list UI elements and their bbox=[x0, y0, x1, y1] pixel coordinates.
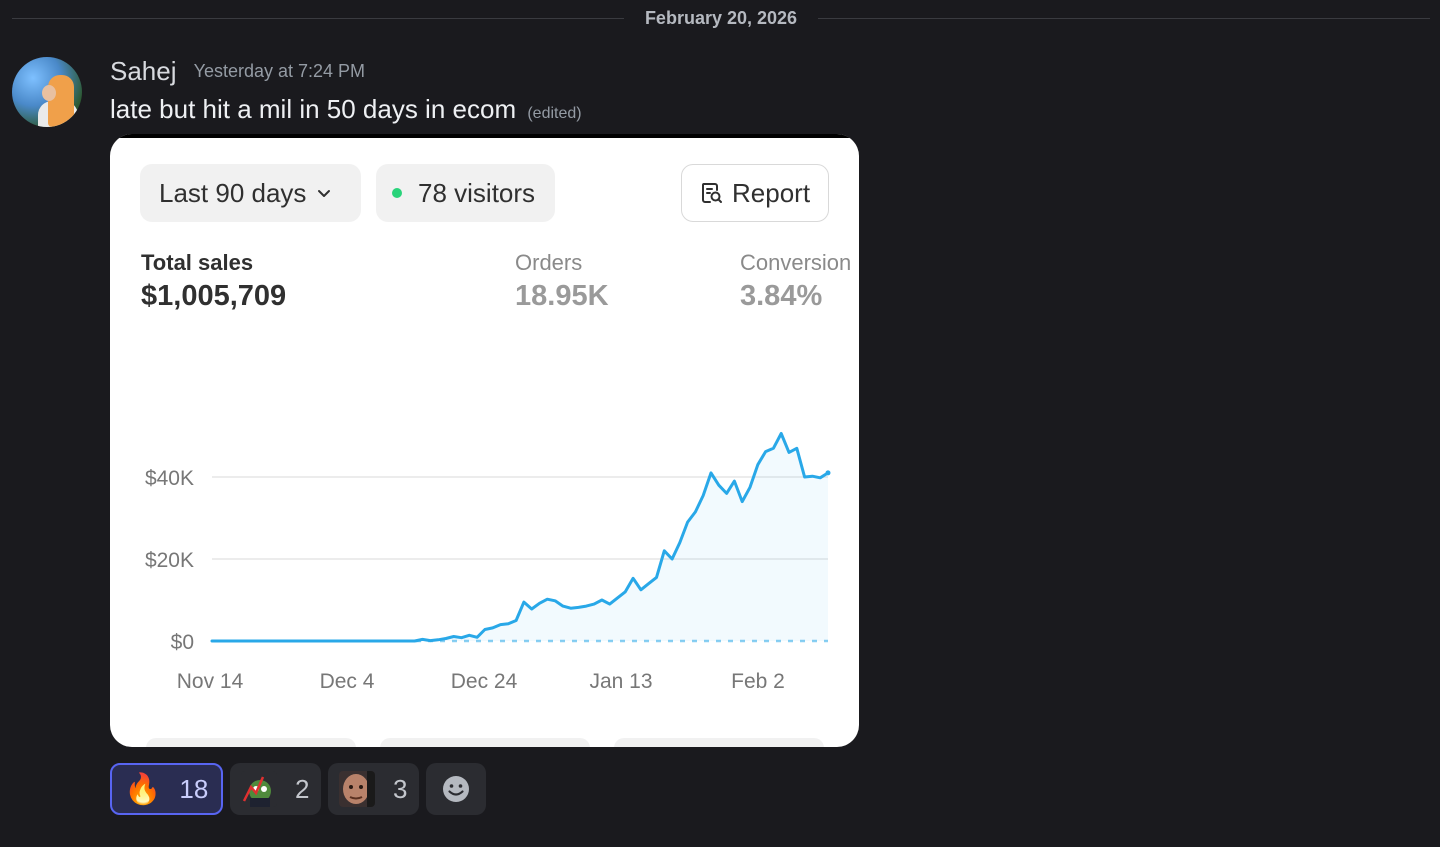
y-tick-label: $0 bbox=[171, 631, 194, 654]
image-top-strip bbox=[110, 134, 859, 138]
reaction-fire[interactable]: 🔥 18 bbox=[110, 763, 223, 815]
add-reaction-button[interactable] bbox=[426, 763, 486, 815]
message-content: late but hit a mil in 50 days in ecom bbox=[110, 94, 517, 124]
x-tick-label: Jan 13 bbox=[589, 670, 652, 693]
sales-chart: $0 $20K $40K Nov 14 Dec 4 Dec 24 Jan 13 Feb 2 bbox=[145, 432, 831, 693]
metric-value: 18.95K bbox=[515, 280, 609, 312]
metric-label: Orders bbox=[515, 250, 583, 275]
y-tick-label: $40K bbox=[145, 467, 194, 490]
report-button[interactable]: Report bbox=[681, 164, 829, 222]
message-timestamp[interactable]: Yesterday at 7:24 PM bbox=[193, 61, 366, 81]
visitors-label: 78 visitors bbox=[418, 177, 536, 208]
date-range-label: Last 90 days bbox=[159, 177, 307, 208]
edited-label: (edited) bbox=[527, 105, 582, 122]
reaction-rock-eyebrow[interactable]: 3 bbox=[328, 763, 419, 815]
sales-series-line bbox=[210, 432, 830, 643]
avatar[interactable] bbox=[12, 57, 82, 127]
reaction-count: 3 bbox=[393, 773, 408, 804]
bottom-tab bbox=[614, 738, 824, 747]
pepe-stonks-emoji-icon bbox=[241, 771, 277, 807]
date-range-selector[interactable]: Last 90 days bbox=[140, 164, 361, 222]
fire-emoji-icon: 🔥 bbox=[124, 771, 162, 807]
attachment-image[interactable]: Last 90 days 78 visitors Report Total sa… bbox=[110, 134, 859, 747]
avatar-hair bbox=[48, 75, 74, 127]
bottom-tab bbox=[380, 738, 590, 747]
divider-line-left bbox=[12, 18, 624, 19]
live-status-dot bbox=[392, 188, 402, 198]
reaction-count: 2 bbox=[295, 773, 310, 804]
metric-label: Conversion bbox=[740, 250, 852, 275]
bottom-tab bbox=[146, 738, 356, 747]
metric-total-sales[interactable]: Total sales $1,005,709 bbox=[141, 250, 286, 313]
live-visitors-pill[interactable]: 78 visitors bbox=[376, 164, 555, 222]
date-divider: February 20, 2026 bbox=[0, 0, 1430, 38]
x-tick-label: Nov 14 bbox=[177, 670, 244, 693]
reaction-pepe-stonks[interactable]: 2 bbox=[230, 763, 321, 815]
reaction-count: 18 bbox=[179, 773, 209, 804]
date-divider-label: February 20, 2026 bbox=[644, 8, 798, 28]
avatar-face bbox=[42, 85, 56, 101]
rock-eyebrow-emoji-icon bbox=[339, 771, 375, 807]
metric-label: Total sales bbox=[141, 250, 254, 275]
metric-orders[interactable]: Orders 18.95K bbox=[515, 250, 609, 313]
metric-value: $1,005,709 bbox=[141, 280, 287, 312]
message-text: late but hit a mil in 50 days in ecom (e… bbox=[110, 94, 582, 125]
report-search-icon bbox=[702, 183, 722, 203]
add-reaction-icon bbox=[443, 776, 469, 802]
author-name[interactable]: Sahej bbox=[110, 56, 177, 86]
x-tick-label: Feb 2 bbox=[731, 670, 785, 693]
chevron-down-icon bbox=[318, 190, 331, 197]
series-end-point bbox=[825, 470, 831, 476]
metric-conversion[interactable]: Conversion 3.84% bbox=[740, 250, 851, 313]
y-tick-label: $20K bbox=[145, 549, 194, 572]
x-tick-label: Dec 24 bbox=[451, 670, 518, 693]
report-label: Report bbox=[732, 177, 811, 208]
divider-line-right bbox=[818, 18, 1430, 19]
metric-value: 3.84% bbox=[740, 280, 823, 312]
x-tick-label: Dec 4 bbox=[320, 670, 375, 693]
message-header: Sahej Yesterday at 7:24 PM bbox=[110, 56, 365, 90]
series-area bbox=[212, 433, 828, 641]
